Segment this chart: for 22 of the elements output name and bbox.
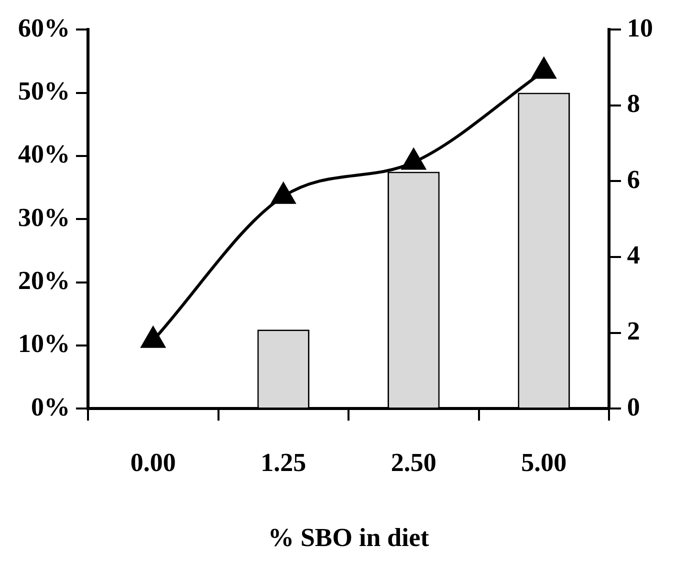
- y-tick-label: 0%: [31, 392, 70, 422]
- y2-tick-label: 4: [627, 240, 640, 270]
- x-axis-title: % SBO in diet: [268, 523, 430, 552]
- x-tick-label: 5.00: [521, 448, 567, 477]
- y-tick-label: 50%: [18, 76, 70, 106]
- y2-tick-label: 8: [627, 89, 640, 118]
- y2-tick-label: 0: [627, 392, 640, 422]
- y-tick-label: 10%: [18, 329, 70, 358]
- y2-tick-label: 2: [627, 316, 640, 346]
- x-tick-label: 2.50: [390, 448, 436, 477]
- y2-tick-label: 6: [627, 164, 640, 194]
- point: [532, 58, 556, 79]
- y-tick-label: 40%: [18, 140, 70, 169]
- point: [271, 182, 296, 204]
- point: [402, 148, 426, 170]
- y2-tick-label: 10: [627, 13, 653, 42]
- y-tick-label: 30%: [18, 202, 70, 232]
- y-tick-label: 60%: [18, 13, 70, 42]
- x-tick-label: 0.00: [130, 448, 176, 477]
- x-tick-label: 1.25: [260, 448, 306, 477]
- y-tick-label: 20%: [18, 266, 70, 295]
- point: [141, 326, 166, 348]
